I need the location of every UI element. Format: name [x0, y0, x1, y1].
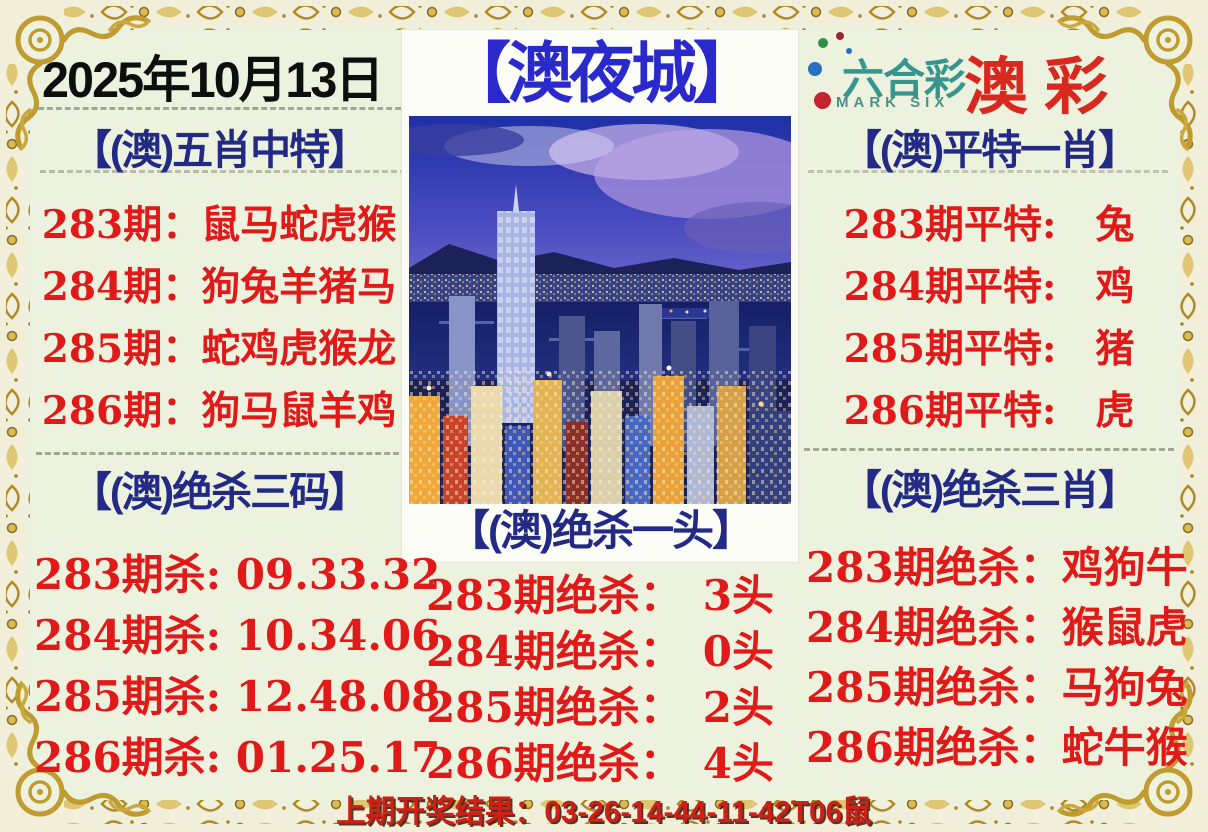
prediction-row: 283期杀: 09.33.32 — [34, 550, 441, 599]
logo-dot-maroon — [836, 32, 844, 40]
section-header-sanma: 【(澳)绝杀三码】 — [70, 469, 369, 515]
issue-date: 2025年10月13日 — [42, 52, 384, 108]
prediction-row: 285期：蛇鸡虎猴龙 — [41, 326, 397, 372]
harbor-photo — [409, 116, 791, 504]
section-header-wuxiao: 【(澳)五肖中特】 — [70, 127, 369, 173]
prediction-row: 285期杀: 12.48.08 — [34, 672, 441, 721]
prediction-row: 286期绝杀： 4头 — [426, 739, 774, 788]
site-title: 【澳夜城】 — [445, 36, 759, 110]
logo-dot-blue-small — [846, 48, 852, 54]
section-pingte: 【(澳)平特一肖】 283期平特: 兔 284期平特: 鸡 285期平特: 猪 … — [806, 116, 1172, 442]
prediction-row: 286期杀: 01.25.17 — [34, 733, 441, 782]
prediction-row: 284期：狗兔羊猪马 — [41, 264, 397, 310]
section-yitou: 283期绝杀： 3头 284期绝杀： 0头 285期绝杀： 2头 286期绝杀：… — [410, 568, 790, 792]
section-header-pingte: 【(澳)平特一肖】 — [840, 127, 1139, 173]
logo-dot-green — [818, 38, 828, 48]
mark-six-logo — [796, 30, 976, 120]
brand-name-en: MARK SIX — [836, 94, 950, 111]
section-header-yitou: 【(澳)绝杀一头】 — [448, 507, 754, 554]
prediction-row: 283期平特: 兔 — [843, 202, 1135, 248]
prediction-row: 284期绝杀： 0头 — [426, 627, 774, 676]
section-header-sanxiao: 【(澳)绝杀三肖】 — [840, 467, 1139, 513]
prediction-row: 286期绝杀：蛇牛猴 — [806, 723, 1188, 772]
prediction-row: 283期绝杀：鸡狗牛 — [806, 543, 1188, 592]
logo-dot-blue — [808, 62, 822, 76]
section-sanxiao: 【(澳)绝杀三肖】 283期绝杀：鸡狗牛 284期绝杀：猴鼠虎 285期绝杀：马… — [806, 456, 1188, 778]
prediction-row: 285期绝杀： 2头 — [426, 683, 774, 732]
prediction-row: 286期：狗马鼠羊鸡 — [41, 388, 397, 434]
brand-name-right: 澳彩 — [964, 53, 1125, 122]
divider-dashed — [808, 170, 1168, 173]
divider-dashed — [36, 452, 408, 455]
logo-dot-red — [814, 92, 831, 109]
prediction-row: 286期平特: 虎 — [843, 388, 1135, 434]
section-wuxiao: 【(澳)五肖中特】 283期：鼠马蛇虎猴 284期：狗兔羊猪马 285期：蛇鸡虎… — [36, 116, 402, 442]
brand-name-cn: 六合彩 — [842, 56, 966, 103]
last-draw-result: 上期开奖结果：03-26-14-44-11-42T06鼠 — [336, 794, 872, 829]
divider-dashed — [40, 170, 406, 173]
prediction-row: 284期杀: 10.34.06 — [34, 611, 441, 660]
prediction-row: 284期平特: 鸡 — [843, 264, 1135, 310]
divider-dashed — [38, 107, 410, 110]
divider-dashed — [804, 448, 1174, 451]
prediction-row: 285期平特: 猪 — [843, 326, 1135, 372]
prediction-row: 284期绝杀：猴鼠虎 — [806, 603, 1188, 652]
section-sanma: 【(澳)绝杀三码】 283期杀: 09.33.32 284期杀: 10.34.0… — [34, 458, 441, 788]
prediction-row: 283期：鼠马蛇虎猴 — [41, 202, 397, 248]
center-card: 【澳夜城】 — [402, 30, 798, 562]
prediction-row: 285期绝杀：马狗兔 — [806, 663, 1188, 712]
prediction-row: 283期绝杀： 3头 — [426, 571, 774, 620]
